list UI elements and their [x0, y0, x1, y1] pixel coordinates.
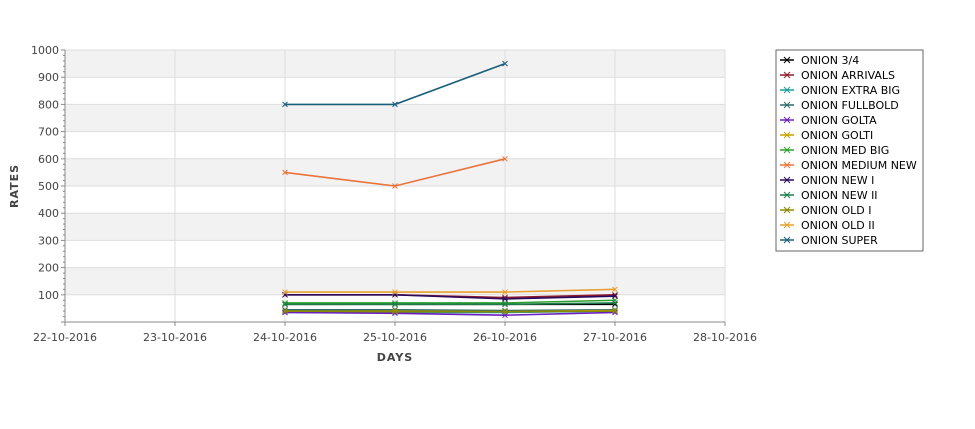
data-point — [392, 308, 398, 315]
legend-item: ONION ARRIVALS — [780, 69, 895, 82]
data-point — [282, 101, 288, 108]
data-point — [502, 155, 508, 162]
data-point — [282, 301, 288, 308]
x-tick-label: 22-10-2016 — [33, 331, 97, 344]
legend-item: ONION NEW II — [780, 189, 878, 202]
legend-item: ONION GOLTA — [780, 114, 877, 127]
series-line — [285, 299, 616, 304]
data-point — [282, 289, 288, 295]
legend-label: ONION GOLTA — [801, 114, 877, 127]
legend-item: ONION 3/4 — [780, 54, 859, 67]
data-point — [502, 289, 508, 295]
x-tick-label: 23-10-2016 — [143, 331, 207, 344]
y-tick-label: 100 — [38, 289, 59, 302]
legend-item: ONION GOLTI — [780, 129, 873, 142]
data-point — [612, 300, 618, 306]
axis-titles: DAYS RATES — [8, 164, 413, 364]
series-onion-old-i — [282, 308, 618, 315]
legend-item: ONION NEW I — [780, 174, 874, 187]
legend-label: ONION FULLBOLD — [801, 99, 899, 112]
legend-box — [775, 49, 924, 252]
legend-label: ONION OLD II — [801, 219, 875, 232]
y-tick-label: 800 — [38, 98, 59, 111]
data-point — [282, 169, 288, 176]
series-onion-old-ii — [282, 286, 618, 295]
data-point — [502, 308, 508, 315]
legend-label: ONION MED BIG — [801, 144, 889, 157]
legend-label: ONION NEW I — [801, 174, 874, 187]
series-line — [285, 308, 616, 312]
data-point — [502, 301, 508, 308]
legend-label: ONION ARRIVALS — [801, 69, 895, 82]
x-tick-label: 28-10-2016 — [693, 331, 757, 344]
legend-label: ONION MEDIUM NEW — [801, 159, 917, 172]
series-layer — [282, 60, 618, 319]
y-tick-label: 200 — [38, 262, 59, 275]
y-tick-label: 1000 — [31, 44, 59, 57]
legend-label: ONION 3/4 — [801, 54, 859, 67]
axes: 100 200 300 400 500 600 700 800 900 1000 22-10-201… — [31, 44, 757, 344]
y-tick-label: 900 — [38, 71, 59, 84]
legend: ONION 3/4 ONION ARRIVALS ONION EXTRA BIG ON… — [775, 49, 924, 252]
legend-label: ONION OLD I — [801, 204, 872, 217]
y-tick-label: 700 — [38, 126, 59, 139]
data-point — [392, 101, 398, 108]
series-line — [284, 311, 616, 317]
y-tick-label: 600 — [38, 153, 59, 166]
series-line — [285, 288, 616, 293]
data-point — [392, 183, 398, 189]
series-onion-new-ii — [282, 300, 618, 308]
series-line — [285, 293, 616, 300]
data-point — [612, 286, 618, 293]
series-line — [284, 310, 616, 313]
x-tick-label: 26-10-2016 — [473, 331, 537, 344]
legend-item: ONION OLD II — [780, 219, 875, 232]
legend-item: ONION MED BIG — [780, 144, 889, 157]
x-tick-label: 25-10-2016 — [363, 331, 427, 344]
y-tick-label: 400 — [38, 207, 59, 220]
legend-item: ONION EXTRA BIG — [780, 84, 900, 97]
legend-item: ONION FULLBOLD — [780, 99, 899, 112]
data-point — [502, 296, 508, 302]
legend-label: ONION SUPER — [801, 234, 878, 247]
legend-item: ONION SUPER — [780, 234, 878, 247]
y-tick-label: 300 — [38, 234, 59, 247]
data-point — [392, 289, 398, 295]
legend-label: ONION NEW II — [801, 189, 878, 202]
x-axis-title: DAYS — [377, 351, 413, 364]
data-point — [392, 301, 398, 308]
data-point — [612, 293, 618, 300]
legend-item: ONION OLD I — [780, 204, 872, 217]
series-line — [285, 302, 616, 306]
series-onion-super — [282, 60, 508, 108]
data-point — [502, 60, 508, 67]
legend-item: ONION MEDIUM NEW — [780, 159, 917, 172]
y-axis-title: RATES — [8, 164, 21, 208]
legend-label: ONION EXTRA BIG — [801, 84, 900, 97]
x-tick-label: 27-10-2016 — [583, 331, 647, 344]
data-point — [612, 308, 618, 314]
y-tick-label: 500 — [38, 180, 59, 193]
x-tick-label: 24-10-2016 — [253, 331, 317, 344]
series-onion-medium-new — [282, 155, 508, 189]
legend-label: ONION GOLTI — [801, 129, 873, 142]
data-point — [282, 308, 288, 314]
